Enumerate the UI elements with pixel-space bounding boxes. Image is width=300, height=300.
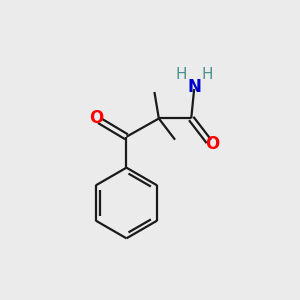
Text: O: O <box>205 135 219 153</box>
Text: H: H <box>202 67 213 82</box>
Text: N: N <box>187 78 201 96</box>
Text: O: O <box>89 109 103 127</box>
Text: H: H <box>175 67 187 82</box>
